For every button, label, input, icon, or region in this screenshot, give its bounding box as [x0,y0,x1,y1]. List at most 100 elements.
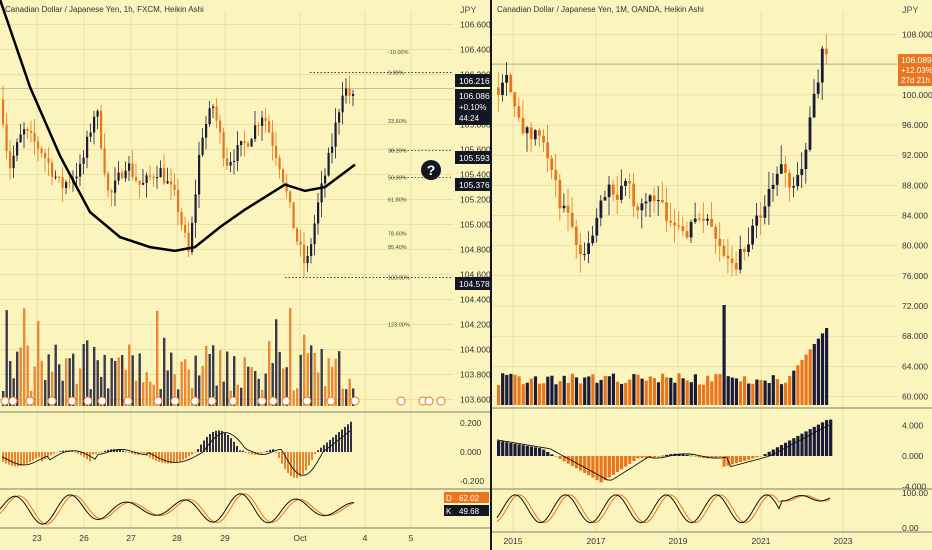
left-macd-bar [269,449,271,452]
left-macd-bar [221,431,223,452]
event-marker-icon[interactable] [424,396,434,406]
event-marker-icon[interactable] [170,396,180,406]
event-marker-icon[interactable] [207,396,217,406]
stoch-k-label-bg [444,505,455,516]
left-candle-body [306,255,309,264]
left-volume-bar [278,351,281,406]
right-macd-bar [693,456,697,457]
left-price-tick: 104.800 [460,245,491,255]
right-price-axis[interactable]: 108.000104.000100.00096.00092.00088.0008… [902,30,932,402]
right-volume-bar [693,374,697,405]
left-macd-bar [236,446,238,452]
right-volume-bar [730,377,734,405]
left-candle-body [138,180,141,185]
right-chart-panel[interactable]: Canadian Dollar / Japanese Yen, 1M, OAND… [492,5,932,546]
right-date-tick: 2017 [587,536,606,546]
right-price-tick: 80.000 [902,241,928,251]
left-candle-body [145,175,148,183]
right-time-axis[interactable]: 2015 2017 2019 2021 2023 [504,536,853,546]
left-macd-bar [299,452,301,477]
event-marker-icon[interactable] [302,396,312,406]
left-macd-bar [125,451,127,453]
left-volume-bar [114,361,117,406]
left-macd-bar [119,449,121,452]
right-candle-body [673,222,677,226]
right-price-tick: 64.000 [902,361,928,371]
left-candles[interactable] [2,75,355,278]
left-macd-bar [296,452,298,478]
event-marker-icon[interactable] [8,396,18,406]
event-marker-icon[interactable] [326,396,336,406]
right-macd-pane[interactable]: 4.000 0.000 -4.000 [496,419,926,492]
event-marker-icon[interactable] [190,396,200,406]
left-candle-body [170,181,173,185]
right-candle-body [628,181,631,184]
left-stochastic-pane[interactable] [0,493,355,525]
right-macd-bar [681,454,685,456]
right-macd-bar [697,456,702,458]
right-volume-bar [796,365,800,405]
left-macd-bar [29,452,31,463]
event-marker-icon[interactable] [83,396,93,406]
left-candle-body [226,158,229,166]
event-marker-icon[interactable] [257,396,267,406]
question-marker[interactable]: ? [421,160,441,180]
left-macd-bar [227,434,229,452]
event-marker-icon[interactable] [268,396,278,406]
left-price-tick: 104.200 [460,320,491,330]
right-macd-bar [644,456,648,459]
event-marker-icon[interactable] [350,396,360,406]
right-stochastic-pane[interactable]: 100.00 0.00 [496,488,928,533]
left-macd-bar [56,452,58,453]
right-candle-body [546,142,549,159]
left-volume-bar [226,351,229,406]
event-marker-icon[interactable] [67,396,77,406]
right-volume-bar [603,376,607,405]
event-marker-icon[interactable] [436,396,446,406]
left-macd-bar [347,424,349,452]
right-candles[interactable] [497,34,828,277]
right-macd-bar [738,456,743,463]
right-change: +12.03% [901,66,932,75]
event-marker-icon[interactable] [123,396,133,406]
event-marker-icon[interactable] [228,396,238,406]
left-fib-levels: -10.00% 0.00% 23.60% 38.20% 50.00% 61.80% 78.6… [0,50,453,329]
left-macd-bar [50,452,52,456]
right-macd-bar [624,456,628,467]
event-marker-icon[interactable] [396,396,406,406]
left-candle-body [37,141,40,149]
left-macd-bar [131,452,133,454]
left-macd-bar [284,452,286,469]
right-macd-bar [652,456,656,458]
event-marker-icon[interactable] [153,396,163,406]
left-macd-pane[interactable]: 0.200 0.000 -0.200 [1,418,484,486]
right-date-tick: 2019 [669,536,688,546]
left-chart-panel[interactable]: Canadian Dollar / Japanese Yen, 1h, FXCM… [0,0,491,543]
left-time-axis[interactable]: 23 26 27 28 29 Oct 4 5 [32,533,413,543]
left-volume-bar [163,337,166,406]
left-candle-body [51,162,54,177]
left-macd-bar [44,452,46,460]
event-marker-icon[interactable] [281,396,291,406]
left-volume-bar [250,367,253,406]
left-candle-body [334,122,337,147]
left-event-markers[interactable] [0,396,446,406]
event-marker-icon[interactable] [47,396,57,406]
left-candle-body [229,161,232,166]
right-macd-bar [554,456,558,457]
right-volume-bar [714,374,718,405]
left-candle-body [152,176,155,179]
right-macd-bar [583,456,587,473]
event-marker-icon[interactable] [25,396,35,406]
right-volume-bar [800,359,804,405]
left-volume-bar [68,358,71,406]
event-marker-icon[interactable] [0,396,10,406]
right-stoch-k-line [496,494,831,524]
right-candle-body [825,48,828,55]
left-candle-body [40,148,43,154]
left-volume-bar [338,351,341,406]
event-marker-icon[interactable] [97,396,107,406]
right-price-tick: 88.000 [902,180,928,190]
left-macd-bar [266,451,268,452]
left-price-tick: 104.600 [460,270,491,280]
